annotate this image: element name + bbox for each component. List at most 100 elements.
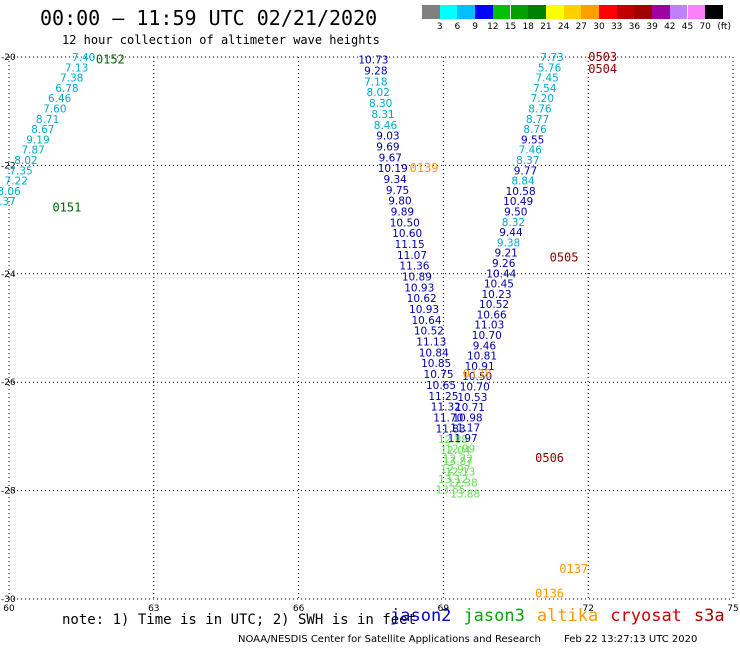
data-point-label: 11.17 xyxy=(450,423,480,435)
credit-line: NOAA/NESDIS Center for Satellite Applica… xyxy=(238,634,697,645)
data-point-label: 7.38 xyxy=(60,73,83,85)
data-point-label: 7.35 xyxy=(9,165,32,177)
data-point-label: 10.75 xyxy=(424,369,454,381)
pass-label: 0505 xyxy=(550,251,579,265)
legend-swatch xyxy=(563,5,582,19)
satellite-label-s3a: s3a xyxy=(693,606,725,626)
legend-threshold-label: 33 xyxy=(610,22,623,32)
legend-unit-label: (ft) xyxy=(717,22,731,32)
satellite-label-altika: altika xyxy=(536,606,599,626)
data-point-label: 11.97 xyxy=(448,433,478,445)
legend-threshold-label: 18 xyxy=(522,22,534,32)
data-point-label: 10.70 xyxy=(460,382,490,394)
legend-threshold-label: 70 xyxy=(699,22,711,32)
legend-swatch xyxy=(528,5,546,19)
pass-label: 0151 xyxy=(52,201,81,215)
legend-threshold-label: 36 xyxy=(628,22,641,32)
data-point-label: 10.53 xyxy=(457,392,487,404)
legend-threshold-label: 3 xyxy=(436,22,443,32)
data-point-label: 8.84 xyxy=(511,176,535,188)
legend-threshold-label: 27 xyxy=(575,22,588,32)
legend-swatch xyxy=(599,5,617,19)
x-tick-label: 66 xyxy=(293,604,305,614)
data-point-label: 10.71 xyxy=(455,402,485,414)
legend-swatch xyxy=(581,5,599,19)
satellite-legend: jason2 jason3 altika cryosat s3a xyxy=(390,606,737,626)
data-point-label: 7.40 xyxy=(72,52,95,64)
data-point-label: 7.46 xyxy=(519,145,543,157)
satellite-label-jason3: jason3 xyxy=(463,606,525,626)
data-point-label: 13.12 xyxy=(438,474,468,486)
data-point-label: 8.30 xyxy=(369,98,392,110)
data-point-label: 11.70 xyxy=(433,412,463,424)
legend-threshold-label: 15 xyxy=(504,22,517,32)
data-point-label: 10.89 xyxy=(402,272,432,284)
x-tick-label: 72 xyxy=(582,604,593,614)
pass-label: 0138 xyxy=(463,367,492,381)
data-point-label: 10.70 xyxy=(472,330,502,342)
data-point-label: 9.26 xyxy=(492,258,516,270)
x-tick-label: 75 xyxy=(727,604,738,614)
data-point-label: 7.18 xyxy=(364,76,387,88)
credit-text: NOAA/NESDIS Center for Satellite Applica… xyxy=(238,634,541,645)
data-point-label: 8.02 xyxy=(14,155,37,167)
legend-threshold-label: 24 xyxy=(557,22,570,32)
data-point-label: 10.45 xyxy=(484,279,514,291)
data-point-label: 12.72 xyxy=(443,454,473,466)
data-point-label: 8.37 xyxy=(516,155,539,167)
data-point-label: 8.67 xyxy=(31,124,54,136)
legend-threshold-label: 12 xyxy=(487,22,499,32)
data-point-label: 12.04 xyxy=(440,445,470,457)
data-point-label: 10.60 xyxy=(392,228,422,240)
data-point-label: 12.13 xyxy=(445,467,475,479)
data-point-label: 7.54 xyxy=(533,83,557,95)
x-tick-label: 63 xyxy=(148,604,159,614)
data-point-label: 8.46 xyxy=(374,120,398,132)
data-point-label: 10.85 xyxy=(421,358,451,370)
data-point-label: 11.25 xyxy=(428,391,458,403)
legend-threshold-label: 42 xyxy=(664,22,676,32)
x-tick-label: 60 xyxy=(3,604,15,614)
data-point-label: 8.76 xyxy=(528,103,552,115)
data-point-label: 7.73 xyxy=(540,52,563,64)
data-point-label: 10.52 xyxy=(479,299,509,311)
legend-swatch xyxy=(669,5,688,19)
data-point-label: 10.19 xyxy=(378,163,408,175)
data-point-label: 11.32 xyxy=(431,402,461,414)
data-point-label: 9.21 xyxy=(494,248,517,260)
data-point-label: 9.75 xyxy=(386,185,409,197)
data-point-label: 9.67 xyxy=(379,152,402,164)
data-point-label: 10.64 xyxy=(411,315,441,327)
data-point-label: 12.97 xyxy=(440,464,470,476)
data-point-label: 10.93 xyxy=(409,304,439,316)
data-point-label: 6.37 xyxy=(0,196,16,208)
data-point-label: 10.73 xyxy=(358,55,388,67)
data-point-label: 11.83 xyxy=(436,423,466,435)
legend-swatch xyxy=(652,5,670,19)
data-point-label: 8.76 xyxy=(523,124,547,136)
data-point-label: 8.32 xyxy=(502,217,525,229)
satellite-label-jason2: jason2 xyxy=(390,606,452,626)
data-point-label: 13.55 xyxy=(436,485,466,497)
legend-swatch xyxy=(705,5,723,19)
footer-note: note: 1) Time is in UTC; 2) SWH is in fe… xyxy=(62,612,417,628)
data-point-label: 7.60 xyxy=(43,103,66,115)
data-point-label: 6.46 xyxy=(48,93,72,105)
data-point-label: 10.84 xyxy=(419,347,449,359)
y-tick-label: -28 xyxy=(1,487,16,497)
data-point-label: 8.77 xyxy=(526,114,549,126)
data-point-label: 8.06 xyxy=(0,186,21,198)
data-point-label: 10.65 xyxy=(426,380,456,392)
data-point-label: 10.23 xyxy=(481,289,511,301)
data-point-label: 9.03 xyxy=(376,131,399,143)
legend-threshold-label: 39 xyxy=(646,22,658,32)
data-point-label: 7.45 xyxy=(535,73,558,85)
data-point-label: 10.52 xyxy=(414,326,444,338)
pass-label: 0152 xyxy=(96,53,125,67)
y-tick-label: -20 xyxy=(1,53,16,63)
data-point-label: 9.55 xyxy=(521,134,544,146)
legend-threshold-label: 30 xyxy=(593,22,605,32)
legend-swatch xyxy=(422,5,440,19)
timestamp: Feb 22 13:27:13 UTC 2020 xyxy=(564,634,698,645)
